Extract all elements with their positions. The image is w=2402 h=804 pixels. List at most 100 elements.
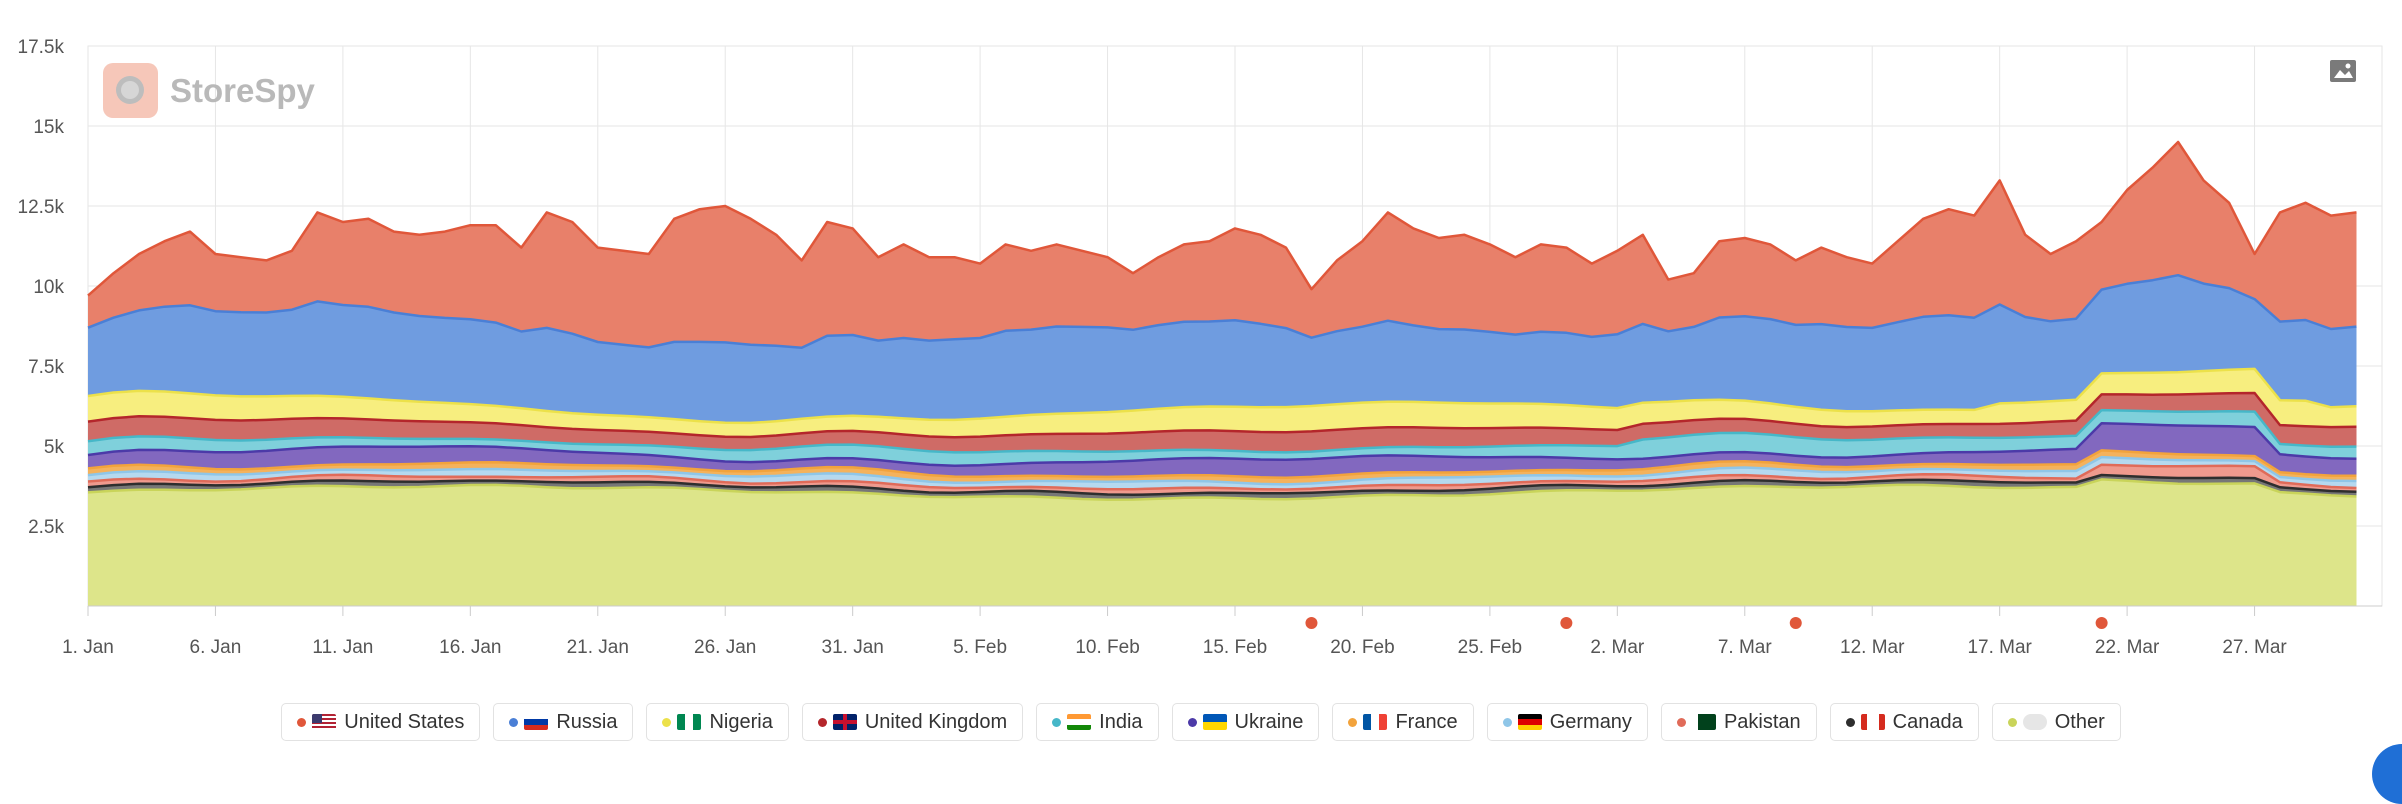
flag-icon: [524, 714, 549, 730]
y-tick-label: 2.5k: [28, 517, 64, 538]
flag-icon: [832, 714, 857, 730]
x-tick-label: 25. Feb: [1458, 637, 1522, 658]
legend-dot-icon: [2007, 717, 2017, 727]
area-united-kingdom: [88, 393, 2357, 453]
x-tick-label: 6. Jan: [190, 637, 242, 658]
x-tick-label: 15. Feb: [1203, 637, 1267, 658]
x-tick-label: 31. Jan: [822, 637, 884, 658]
corner-widget[interactable]: [2372, 744, 2402, 804]
brand-logo: StoreSpy: [103, 63, 316, 118]
flag-icon: [2022, 714, 2047, 730]
line-united-kingdom: [87, 391, 2357, 439]
legend-dot-icon: [297, 717, 307, 727]
legend-item-united-kingdom[interactable]: United Kingdom: [801, 703, 1024, 741]
x-tick-label: 16. Jan: [439, 637, 501, 658]
event-marker[interactable]: [1560, 617, 1573, 629]
area-russia: [88, 275, 2357, 423]
area-india: [88, 410, 2357, 466]
line-nigeria: [87, 367, 2357, 425]
x-tick-label: 10. Feb: [1075, 637, 1139, 658]
flag-icon: [312, 714, 337, 730]
x-axis-ticks: 1. Jan 6. Jan 11. Jan 16. Jan 21. Jan 26. Jan…: [62, 605, 2382, 658]
legend-dot-icon: [1845, 717, 1855, 727]
legend-label: France: [1395, 710, 1458, 733]
legend-dot-icon: [817, 717, 827, 727]
line-india: [87, 408, 2357, 454]
legend-item-india[interactable]: India: [1036, 703, 1159, 741]
x-tick-label: 7. Mar: [1718, 637, 1773, 658]
flag-icon: [1363, 714, 1388, 730]
legend-item-russia[interactable]: Russia: [493, 703, 634, 741]
legend-label: Pakistan: [1723, 710, 1801, 733]
event-marker[interactable]: [1789, 617, 1802, 629]
legend-item-other[interactable]: Other: [1991, 703, 2121, 741]
legend-item-united-states[interactable]: United States: [281, 703, 481, 741]
x-tick-label: 5. Feb: [953, 637, 1007, 658]
event-marker[interactable]: [1305, 617, 1318, 629]
x-tick-label: 22. Mar: [2095, 637, 2160, 658]
legend-item-ukraine[interactable]: Ukraine: [1171, 703, 1320, 741]
chart-lines: [87, 140, 2357, 502]
line-united-states: [87, 140, 2357, 297]
flag-icon: [1691, 714, 1716, 730]
y-tick-label: 5k: [44, 437, 65, 458]
x-tick-label: 20. Feb: [1330, 637, 1394, 658]
event-marker[interactable]: [2095, 617, 2108, 629]
legend-label: United Kingdom: [864, 710, 1008, 733]
legend-dot-icon: [1052, 717, 1062, 727]
x-tick-label: 26. Jan: [694, 637, 756, 658]
legend-label: Canada: [1892, 710, 1963, 733]
legend-label: Russia: [556, 710, 618, 733]
legend-label: United States: [344, 710, 465, 733]
legend-label: India: [1099, 710, 1143, 733]
y-tick-label: 17.5k: [18, 37, 65, 58]
flag-icon: [677, 714, 702, 730]
x-tick-label: 11. Jan: [312, 637, 373, 658]
legend-item-france[interactable]: France: [1332, 703, 1474, 741]
legend-label: Ukraine: [1234, 710, 1304, 733]
legend-dot-icon: [1187, 717, 1197, 727]
legend-dot-icon: [1502, 717, 1512, 727]
y-tick-label: 12.5k: [18, 197, 65, 218]
x-tick-label: 12. Mar: [1840, 637, 1905, 658]
x-tick-label: 1. Jan: [62, 637, 114, 658]
legend-item-pakistan[interactable]: Pakistan: [1660, 703, 1817, 741]
image-icon[interactable]: [2330, 60, 2356, 82]
chart-legend: United States Russia Nigeria United Kingdom…: [0, 703, 2402, 741]
legend-label: Other: [2054, 710, 2105, 733]
area-other: [88, 479, 2357, 606]
y-tick-label: 7.5k: [28, 357, 64, 378]
area-canada: [88, 475, 2357, 500]
area-france: [88, 450, 2357, 485]
legend-dot-icon: [1676, 717, 1686, 727]
legend-label: Germany: [1549, 710, 1632, 733]
line-france: [87, 449, 2357, 479]
y-tick-label: 15k: [33, 117, 64, 138]
x-tick-label: 17. Mar: [1967, 637, 2032, 658]
legend-item-canada[interactable]: Canada: [1829, 703, 1979, 741]
flag-icon: [1860, 714, 1885, 730]
area-united-states: [88, 142, 2357, 348]
legend-item-germany[interactable]: Germany: [1486, 703, 1648, 741]
line-ukraine: [87, 421, 2357, 467]
line-other: [87, 478, 2357, 502]
y-axis-ticks: 2.5k 5k 7.5k 10k 12.5k 15k 17.5k: [18, 37, 65, 538]
legend-label: Nigeria: [709, 710, 773, 733]
line-germany: [87, 455, 2357, 486]
chart-areas: [88, 142, 2357, 606]
line-pakistan: [87, 463, 2357, 491]
x-tick-label: 2. Mar: [1590, 637, 1645, 658]
area-nigeria: [88, 368, 2357, 438]
flag-icon: [1202, 714, 1227, 730]
event-markers: [1305, 617, 2108, 629]
legend-dot-icon: [662, 717, 672, 727]
x-tick-label: 21. Jan: [567, 637, 629, 658]
legend-dot-icon: [1348, 717, 1358, 727]
flag-icon: [1067, 714, 1092, 730]
legend-dot-icon: [509, 717, 519, 727]
brand-name: StoreSpy: [170, 72, 316, 109]
line-canada: [87, 473, 2357, 497]
legend-item-nigeria[interactable]: Nigeria: [646, 703, 789, 741]
flag-icon: [1517, 714, 1542, 730]
